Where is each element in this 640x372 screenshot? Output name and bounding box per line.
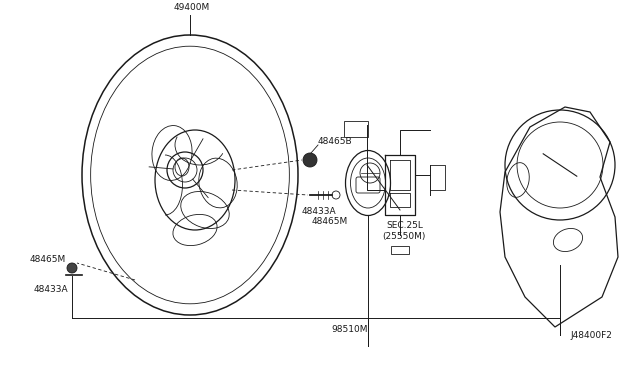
Text: 48465M: 48465M <box>30 256 67 264</box>
Circle shape <box>303 153 317 167</box>
Text: (25550M): (25550M) <box>382 232 426 241</box>
Text: J48400F2: J48400F2 <box>570 331 612 340</box>
Text: 98510M: 98510M <box>332 326 368 334</box>
Text: 49400M: 49400M <box>174 3 211 12</box>
Circle shape <box>67 263 77 273</box>
Text: 48433A: 48433A <box>34 285 68 295</box>
Text: SEC.25L: SEC.25L <box>386 221 423 230</box>
Text: 48433A: 48433A <box>302 206 337 215</box>
Text: 48465M: 48465M <box>312 217 348 225</box>
Text: 48465B: 48465B <box>318 138 353 147</box>
